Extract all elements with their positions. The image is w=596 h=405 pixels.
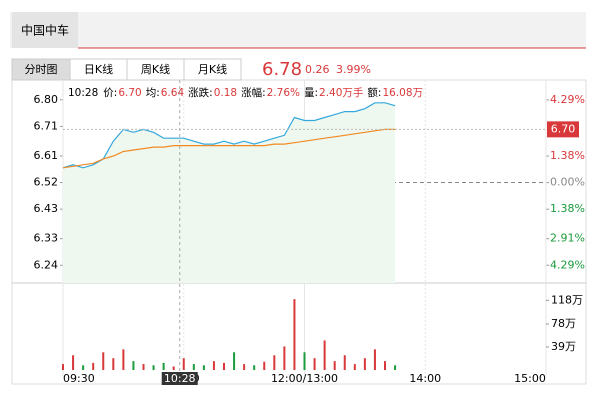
- y-tick-label: 6.61: [34, 149, 59, 162]
- volume-bar: [343, 355, 346, 370]
- y2-tick-label: 4.29%: [550, 258, 585, 271]
- volume-bar: [333, 361, 336, 370]
- volume-bar: [132, 361, 135, 370]
- volume-bar: [384, 361, 386, 370]
- volume-bar: [273, 355, 276, 370]
- stock-tab-bg[interactable]: [12, 12, 78, 48]
- quote-change-pct: 3.99%: [336, 63, 371, 76]
- volume-bar: [223, 362, 225, 370]
- volume-bar: [313, 358, 316, 370]
- price-line: [62, 102, 396, 169]
- tab-label[interactable]: 日K线: [84, 62, 113, 76]
- volume-bar: [233, 352, 236, 370]
- volume-tick-label: 118万: [551, 293, 583, 306]
- volume-bar: [253, 365, 256, 370]
- volume-bar: [112, 358, 115, 370]
- y2-tick-label: 4.29%: [550, 93, 585, 106]
- volume-tick-label: 39万: [551, 340, 576, 353]
- volume-bar: [353, 364, 356, 370]
- volume-bar: [283, 346, 286, 370]
- info-label: 均:: [146, 87, 160, 99]
- avg-line: [62, 128, 396, 169]
- volume-bar: [293, 299, 296, 370]
- volume-bar: [202, 365, 205, 370]
- y-tick-label: 6.24: [34, 258, 59, 271]
- info-label: 涨幅:: [241, 86, 266, 99]
- quote-price: 6.78: [262, 59, 302, 80]
- x-tick-label: 15:00: [514, 372, 546, 385]
- info-label: 涨跌:: [188, 86, 213, 99]
- y2-tick-label: 1.38%: [550, 149, 585, 162]
- volume-bar: [92, 362, 95, 370]
- info-value: 2.40万手: [319, 86, 363, 99]
- volume-bar: [162, 362, 165, 370]
- volume-bar: [263, 361, 266, 370]
- volume-bar: [192, 364, 195, 370]
- y2-tick-label: 0.00%: [550, 176, 585, 189]
- tab-label[interactable]: 周K线: [141, 62, 170, 76]
- info-value: 2.76%: [267, 87, 300, 99]
- volume-bar: [122, 349, 125, 370]
- volume-bar: [394, 365, 397, 370]
- tab-bar: [10, 12, 586, 48]
- volume-bar: [102, 352, 105, 370]
- volume-bar: [243, 364, 246, 370]
- quote-change: 0.26: [305, 63, 330, 76]
- y-tick-label: 6.43: [34, 202, 59, 215]
- volume-bar: [142, 364, 145, 370]
- volume-bar: [152, 365, 155, 370]
- volume-bar: [212, 361, 215, 370]
- volume-bar: [62, 364, 64, 370]
- y-tick-label: 6.52: [34, 176, 59, 189]
- volume-bar: [72, 355, 75, 370]
- volume-bar: [82, 365, 85, 370]
- volume-tick-label: 78万: [551, 317, 576, 330]
- last-price-tag-bg: [547, 121, 579, 138]
- cursor-label: 10:28: [164, 372, 196, 385]
- volume-bar: [182, 358, 185, 370]
- x-tick-label: 09:30: [63, 372, 95, 385]
- y-tick-label: 6.80: [34, 93, 59, 106]
- info-value: 6.70: [118, 87, 141, 99]
- volume-bar: [303, 352, 306, 370]
- info-value: 0.18: [214, 87, 237, 99]
- volume-bar: [363, 358, 366, 370]
- info-value: 6.64: [161, 87, 185, 99]
- y2-tick-label: 1.38%: [550, 202, 585, 215]
- y2-tick-label: 2.91%: [550, 232, 585, 245]
- info-label: 额:: [367, 86, 381, 99]
- chart-frame: [11, 79, 587, 385]
- tab-label[interactable]: 分时图: [25, 63, 58, 76]
- cursor-label-bg: [161, 372, 198, 385]
- info-value: 16.08万: [382, 87, 423, 99]
- tab-label[interactable]: 月K线: [198, 62, 227, 76]
- tab-bg[interactable]: [183, 58, 242, 81]
- y-tick-label: 6.33: [34, 232, 59, 245]
- stock-tab[interactable]: 中国中车: [21, 23, 69, 38]
- last-price-tag: 6.70: [551, 122, 576, 135]
- info-label: 10:28: [68, 87, 98, 99]
- info-label: 价:: [103, 87, 117, 99]
- volume-bar: [323, 340, 326, 370]
- x-tick-label: 14:00: [409, 372, 441, 385]
- y-tick-label: 6.71: [34, 119, 59, 132]
- volume-bar: [172, 366, 175, 370]
- x-tick-label: 12:00/13:00: [271, 372, 338, 385]
- info-label: 量:: [304, 87, 318, 99]
- volume-bar: [373, 349, 376, 370]
